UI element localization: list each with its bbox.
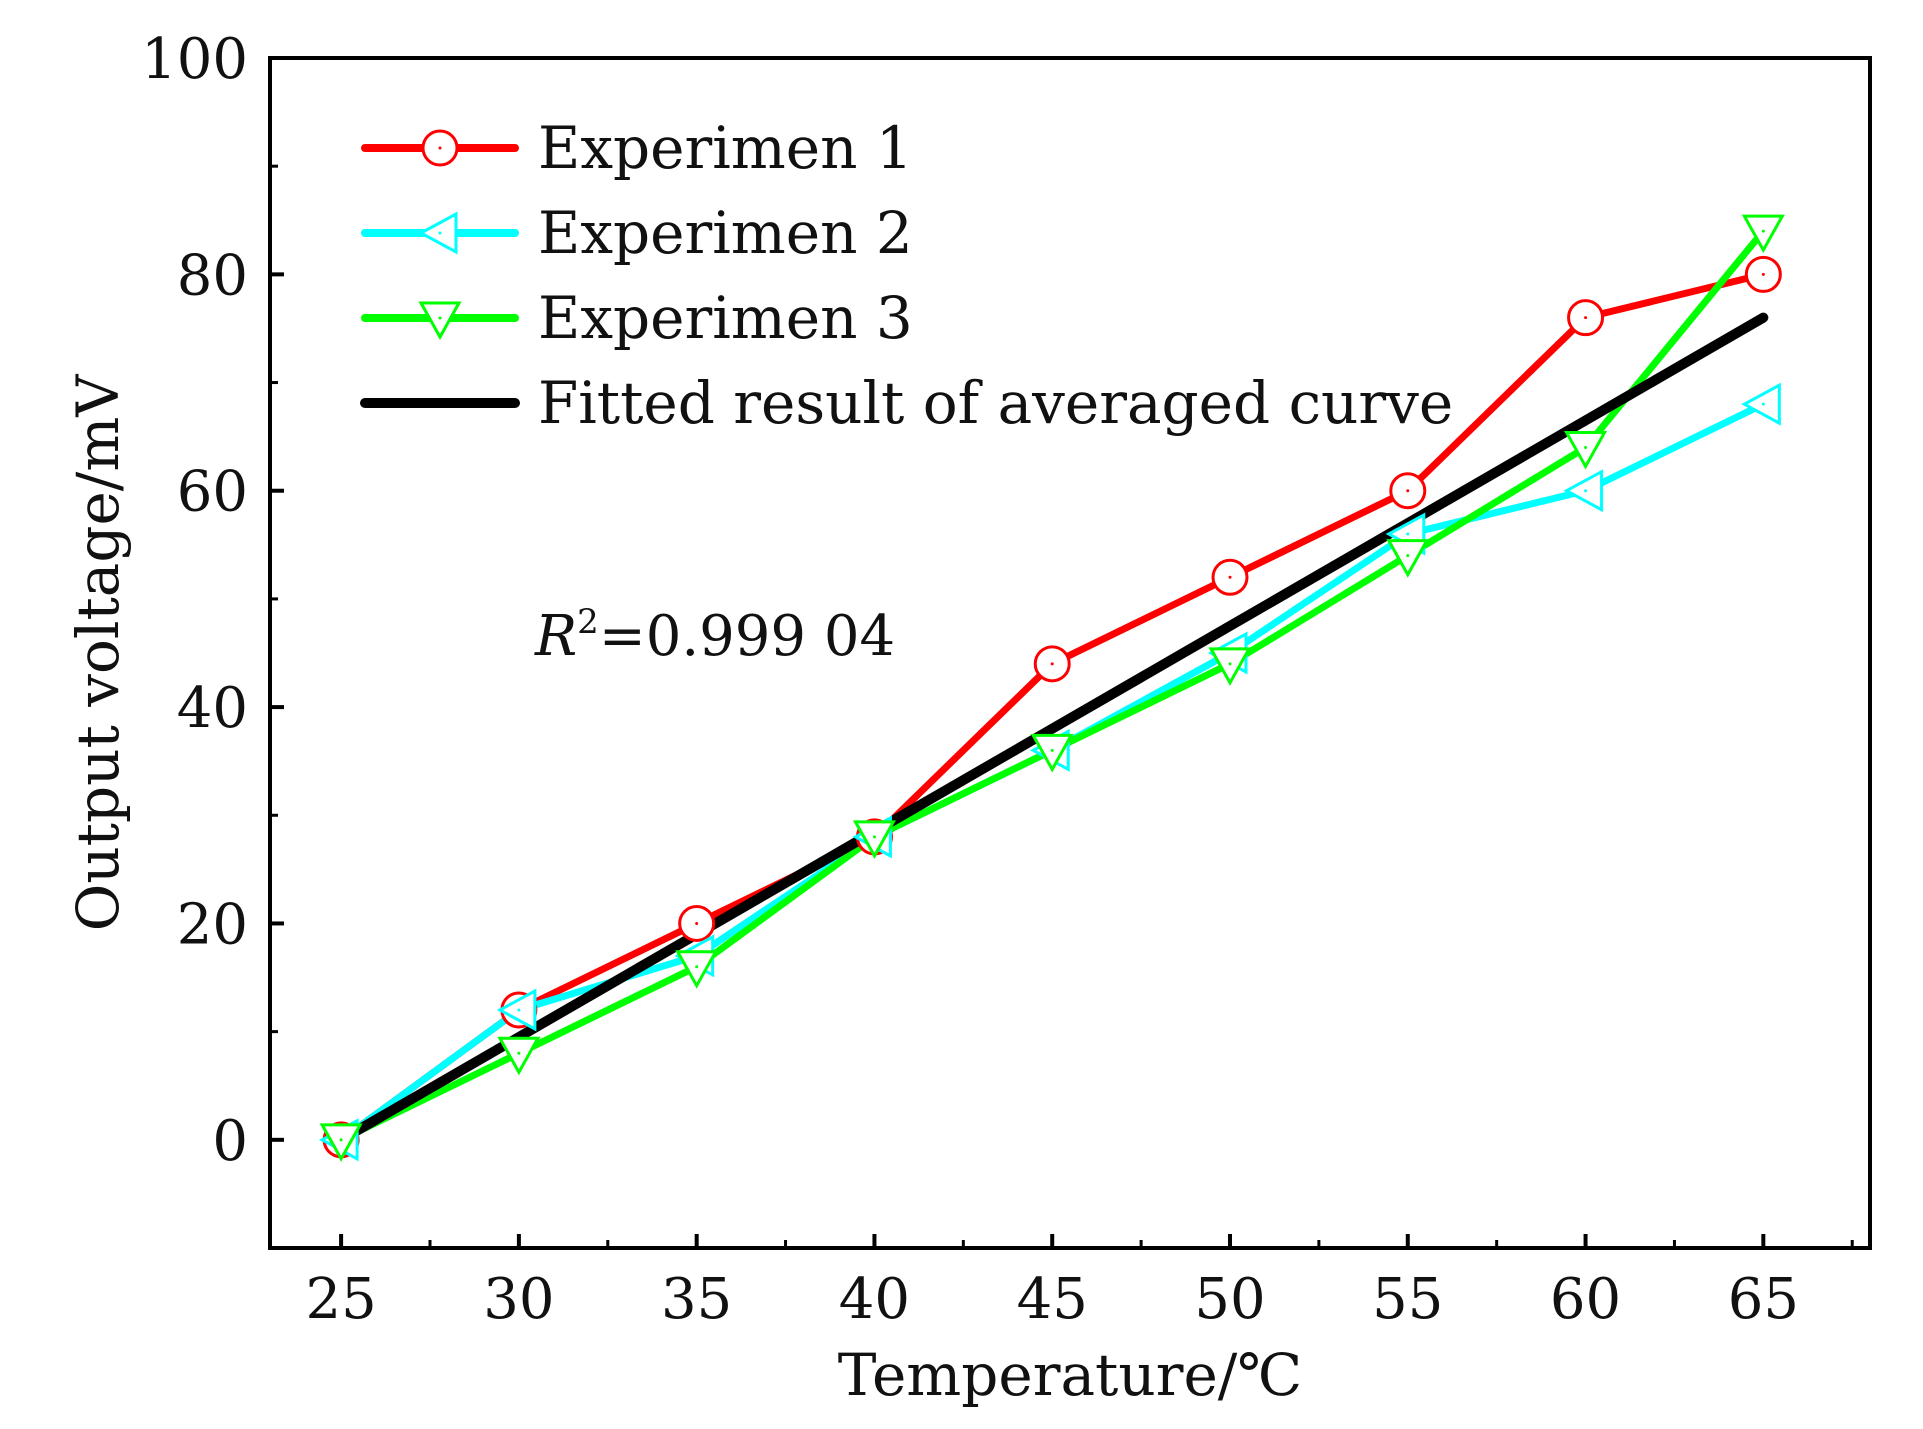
series-3-point-center (1228, 662, 1232, 666)
series-2-point-center (1406, 532, 1410, 536)
x-tick-label: 50 (1194, 1267, 1265, 1332)
series-3-point-center (339, 1138, 343, 1142)
legend-label-2: Experimen 2 (538, 199, 913, 267)
x-tick-label: 60 (1550, 1267, 1621, 1332)
x-tick-label: 30 (483, 1267, 554, 1332)
r-superscript: 2 (577, 602, 599, 642)
legend-marker-2-center (438, 231, 442, 235)
series-3-point-center (695, 965, 699, 969)
series-3-point (1563, 430, 1608, 470)
series-1-point-center (1761, 272, 1765, 276)
series-3-point-center (872, 835, 876, 839)
x-axis-title: Temperature/℃ (838, 1341, 1302, 1409)
series-1-point-center (1228, 575, 1232, 579)
series-2-point-center (517, 1008, 521, 1012)
x-tick-label: 40 (839, 1267, 910, 1332)
x-tick-label: 45 (1017, 1267, 1088, 1332)
series-1-point-center (1584, 316, 1588, 320)
legend-marker-1-center (438, 146, 442, 150)
y-tick-label: 100 (141, 27, 248, 92)
series-1-point-center (695, 921, 699, 925)
plot-frame (268, 56, 1872, 1250)
series-3-point (319, 1123, 363, 1162)
x-tick-label: 65 (1728, 1267, 1799, 1332)
series-layer (318, 214, 1785, 1162)
legend: Experimen 1 Experimen 2 Experimen 3 Fitted … (360, 114, 1453, 437)
series-3-point-center (517, 1051, 521, 1055)
legend-label-4: Fitted result of averaged curve (538, 369, 1453, 437)
y-tick-label: 40 (177, 676, 248, 741)
series-3-point (852, 820, 897, 859)
x-tick-label: 25 (305, 1267, 376, 1332)
y-tick-label: 20 (177, 892, 248, 957)
series-2-point-center (1584, 489, 1588, 493)
series-line-3 (337, 227, 1767, 1144)
series-3-point (1386, 539, 1430, 578)
series-3-point (675, 950, 719, 989)
y-axis-title: Output voltage/mV (64, 374, 132, 932)
r-squared-annotation: R2=0.999 04 (534, 602, 895, 669)
x-axis-ticks: 25 30 35 40 45 50 55 60 65 (305, 1234, 1854, 1332)
y-tick-label: 0 (212, 1109, 248, 1174)
series-3-point-center (1406, 554, 1410, 558)
y-tick-label: 60 (177, 460, 248, 525)
r-value: =0.999 04 (599, 604, 895, 669)
series-3-point-center (1050, 748, 1054, 752)
series-3-point (1208, 647, 1252, 686)
series-3-point (497, 1036, 541, 1076)
series-1-point-center (1406, 489, 1410, 493)
y-tick-label: 80 (177, 243, 248, 308)
r-symbol: R (534, 604, 577, 669)
x-tick-label: 55 (1372, 1267, 1443, 1332)
x-tick-label: 35 (661, 1267, 732, 1332)
legend-marker-3-center (438, 316, 442, 320)
series-1-point-center (1050, 662, 1054, 666)
series-3-point-center (1584, 445, 1588, 449)
series-3-point (1741, 214, 1785, 254)
series-3-point-center (1761, 229, 1765, 233)
series-2-point-center (1761, 402, 1765, 406)
series-line-4 (336, 312, 1769, 1145)
series-3-point (1030, 733, 1074, 773)
legend-marker-3 (418, 301, 462, 341)
legend-label-3: Experimen 3 (538, 284, 913, 352)
y-axis-ticks: 0 20 40 60 80 100 (141, 27, 284, 1174)
legend-label-1: Experimen 1 (538, 114, 913, 182)
